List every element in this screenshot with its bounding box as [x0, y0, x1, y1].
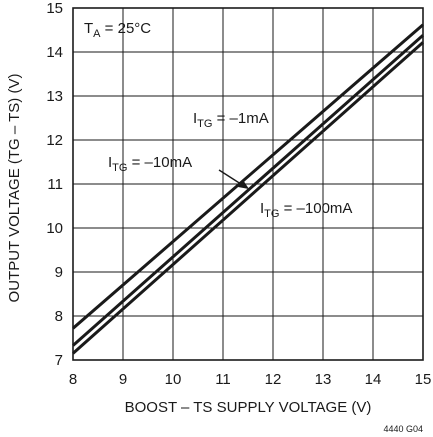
series-label-10ma: ITG = –10mA — [108, 154, 192, 174]
series-line-1ma — [72, 23, 424, 330]
series-label-100ma-rest: = –100mA — [279, 200, 352, 217]
y-tick-label: 9 — [55, 264, 63, 281]
y-tick-label: 14 — [46, 44, 63, 61]
y-tick-label: 15 — [46, 0, 63, 17]
condition-subscript: A — [93, 28, 101, 40]
x-tick-label: 13 — [315, 371, 332, 388]
series-label-100ma-sub: TG — [264, 208, 279, 220]
x-axis-title: BOOST – TS SUPPLY VOLTAGE (V) — [125, 399, 372, 416]
series-layer — [72, 23, 424, 355]
x-tick-label: 8 — [69, 371, 77, 388]
series-label-1ma-main: I — [193, 110, 197, 127]
y-tick-label: 10 — [46, 220, 63, 237]
y-axis-title: OUTPUT VOLTAGE (TG – TS) (V) — [6, 74, 23, 303]
y-tick-label: 7 — [55, 352, 63, 369]
plot-frame — [72, 7, 424, 361]
series-line-10ma — [72, 34, 424, 347]
y-tick-label: 11 — [47, 176, 63, 193]
series-label-100ma-main: I — [260, 200, 264, 217]
x-tick-label: 14 — [365, 371, 382, 388]
figure-id: 4440 G04 — [383, 424, 423, 434]
series-label-1ma-sub: TG — [197, 118, 212, 130]
condition-value: = 25°C — [101, 20, 152, 37]
temperature-condition-label: TA = 25°C — [84, 20, 151, 40]
x-tick-label: 15 — [415, 371, 432, 388]
x-tick-label: 11 — [215, 371, 231, 388]
y-tick-label: 8 — [55, 308, 63, 325]
series-label-10ma-sub: TG — [112, 162, 127, 174]
series-label-100ma: ITG = –100mA — [260, 200, 352, 220]
series-label-10ma-rest: = –10mA — [127, 154, 192, 171]
x-tick-label: 9 — [119, 371, 127, 388]
series-pointer-10ma — [218, 169, 249, 189]
series-label-1ma-rest: = –1mA — [212, 110, 268, 127]
x-tick-label: 10 — [165, 371, 182, 388]
x-tick-label: 12 — [265, 371, 282, 388]
y-tick-label: 12 — [46, 132, 63, 149]
condition-main: T — [84, 20, 93, 37]
series-line-100ma — [72, 41, 424, 355]
series-label-1ma: ITG = –1mA — [193, 110, 269, 130]
y-tick-label: 13 — [46, 88, 63, 105]
series-label-10ma-main: I — [108, 154, 112, 171]
